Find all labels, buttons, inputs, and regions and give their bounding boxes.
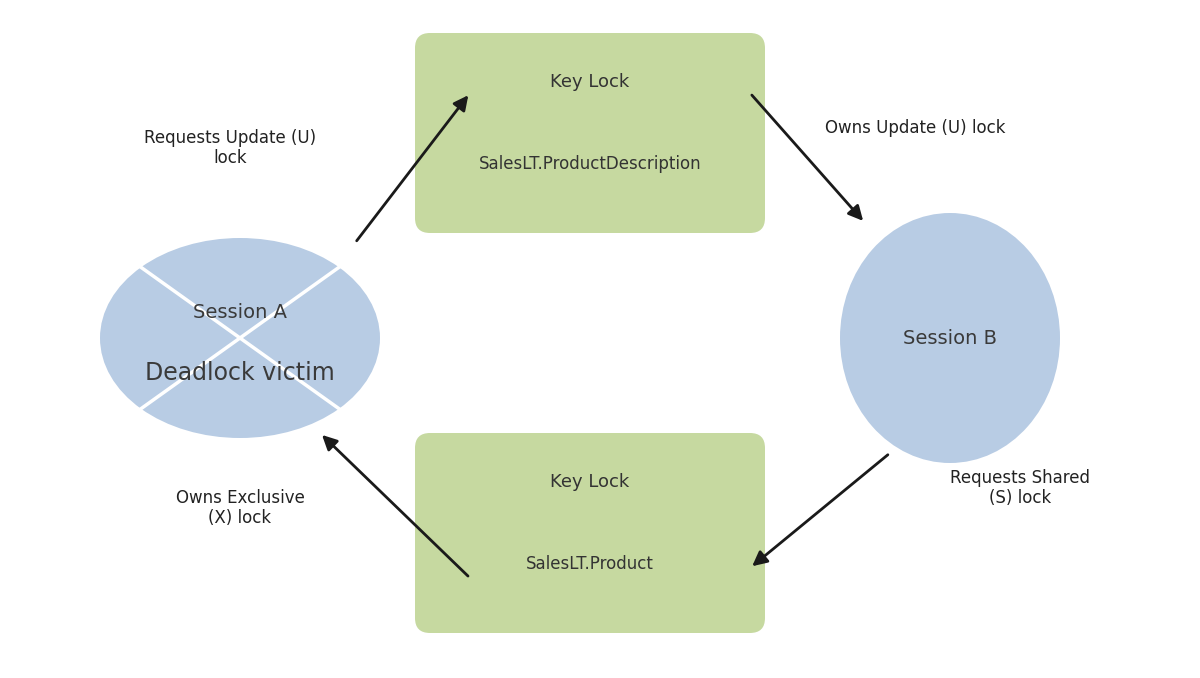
Text: Session B: Session B (902, 329, 997, 348)
Text: Requests Shared
(S) lock: Requests Shared (S) lock (950, 468, 1090, 507)
FancyBboxPatch shape (415, 33, 764, 233)
Text: Owns Exclusive
(X) lock: Owns Exclusive (X) lock (175, 489, 305, 527)
Text: Key Lock: Key Lock (551, 73, 630, 91)
FancyBboxPatch shape (415, 433, 764, 633)
Text: SalesLT.Product: SalesLT.Product (526, 555, 654, 573)
Ellipse shape (100, 238, 380, 438)
Text: Owns Update (U) lock: Owns Update (U) lock (824, 119, 1006, 137)
Text: Key Lock: Key Lock (551, 473, 630, 491)
Text: Session A: Session A (193, 304, 287, 323)
Ellipse shape (840, 213, 1060, 463)
Text: SalesLT.ProductDescription: SalesLT.ProductDescription (479, 155, 701, 173)
Text: Deadlock victim: Deadlock victim (145, 361, 335, 385)
Text: Requests Update (U)
lock: Requests Update (U) lock (144, 129, 316, 167)
